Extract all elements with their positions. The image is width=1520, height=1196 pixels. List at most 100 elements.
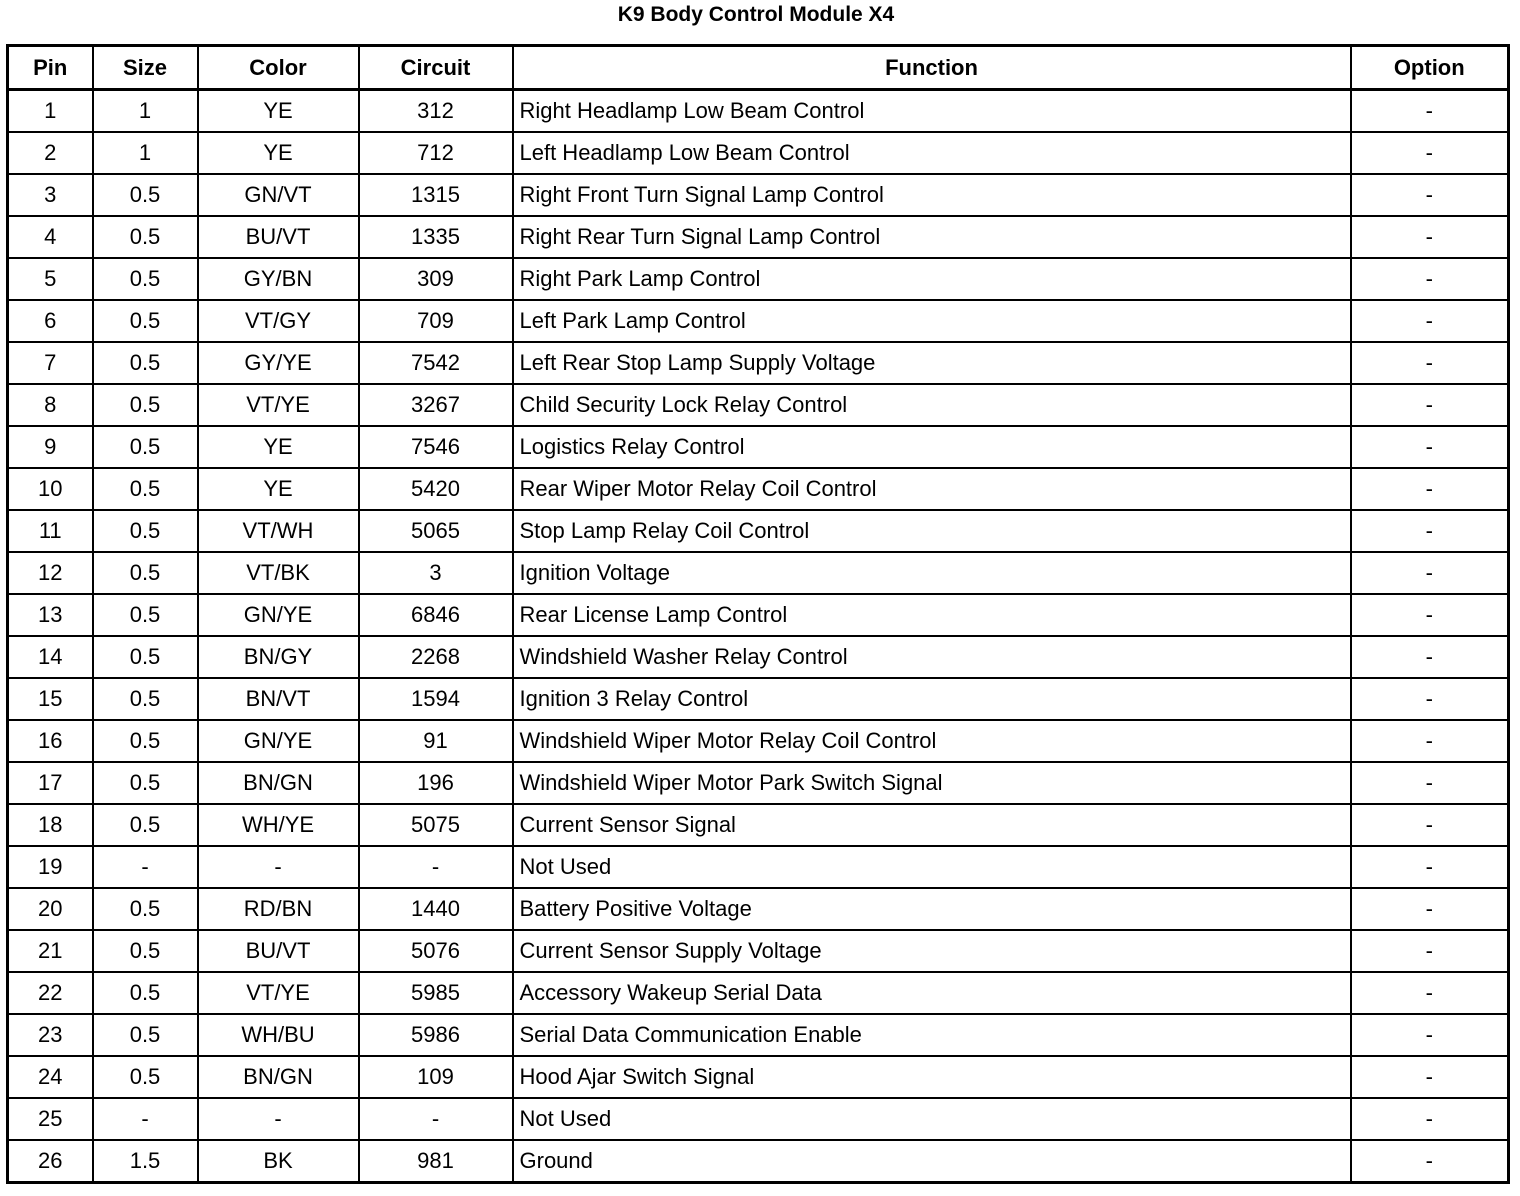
table-row: 13 0.5 GN/YE 6846 Rear License Lamp Control -	[6, 593, 1510, 637]
cell-function: Ignition 3 Relay Control	[511, 677, 1352, 721]
cell-circuit: 1440	[357, 887, 514, 931]
cell-color: BU/VT	[196, 929, 360, 973]
cell-pin: 4	[6, 215, 94, 259]
cell-size: 0.5	[91, 761, 199, 805]
cell-function: Left Park Lamp Control	[511, 299, 1352, 343]
cell-circuit: 2268	[357, 635, 514, 679]
cell-circuit: 5076	[357, 929, 514, 973]
table-row: 2 1 YE 712 Left Headlamp Low Beam Control -	[6, 131, 1510, 175]
cell-option: -	[1349, 593, 1510, 637]
header-color: Color	[196, 44, 360, 91]
cell-pin: 25	[6, 1097, 94, 1141]
cell-pin: 12	[6, 551, 94, 595]
cell-option: -	[1349, 383, 1510, 427]
cell-option: -	[1349, 173, 1510, 217]
cell-pin: 16	[6, 719, 94, 763]
cell-circuit: 5986	[357, 1013, 514, 1057]
cell-option: -	[1349, 761, 1510, 805]
cell-pin: 13	[6, 593, 94, 637]
cell-option: -	[1349, 88, 1510, 133]
cell-function: Serial Data Communication Enable	[511, 1013, 1352, 1057]
cell-circuit: 5985	[357, 971, 514, 1015]
cell-function: Accessory Wakeup Serial Data	[511, 971, 1352, 1015]
header-circuit: Circuit	[357, 44, 514, 91]
cell-color: YE	[196, 425, 360, 469]
cell-color: RD/BN	[196, 887, 360, 931]
cell-circuit: 5075	[357, 803, 514, 847]
cell-pin: 1	[6, 88, 94, 133]
cell-circuit: 5065	[357, 509, 514, 553]
table-row: 10 0.5 YE 5420 Rear Wiper Motor Relay Coil C…	[6, 467, 1510, 511]
cell-size: 0.5	[91, 383, 199, 427]
cell-size: 1	[91, 88, 199, 133]
cell-size: 0.5	[91, 929, 199, 973]
cell-size: 0.5	[91, 719, 199, 763]
table-row: 26 1.5 BK 981 Ground -	[6, 1139, 1510, 1184]
cell-function: Current Sensor Signal	[511, 803, 1352, 847]
table-row: 3 0.5 GN/VT 1315 Right Front Turn Signal Lam…	[6, 173, 1510, 217]
cell-size: 0.5	[91, 803, 199, 847]
cell-circuit: 1335	[357, 215, 514, 259]
cell-circuit: 981	[357, 1139, 514, 1184]
cell-circuit: -	[357, 1097, 514, 1141]
pinout-table: Pin Size Color Circuit Function Option 1…	[6, 44, 1510, 1184]
cell-color: BN/VT	[196, 677, 360, 721]
cell-function: Right Front Turn Signal Lamp Control	[511, 173, 1352, 217]
cell-pin: 9	[6, 425, 94, 469]
table-row: 14 0.5 BN/GY 2268 Windshield Washer Relay Co…	[6, 635, 1510, 679]
cell-circuit: 91	[357, 719, 514, 763]
cell-pin: 21	[6, 929, 94, 973]
cell-circuit: 712	[357, 131, 514, 175]
cell-option: -	[1349, 803, 1510, 847]
header-option: Option	[1349, 44, 1510, 91]
table-row: 6 0.5 VT/GY 709 Left Park Lamp Control -	[6, 299, 1510, 343]
cell-option: -	[1349, 257, 1510, 301]
cell-size: 0.5	[91, 635, 199, 679]
cell-circuit: 7546	[357, 425, 514, 469]
table-row: 4 0.5 BU/VT 1335 Right Rear Turn Signal Lamp…	[6, 215, 1510, 259]
cell-circuit: 309	[357, 257, 514, 301]
cell-color: YE	[196, 88, 360, 133]
cell-size: 1	[91, 131, 199, 175]
cell-size: 0.5	[91, 971, 199, 1015]
cell-size: 0.5	[91, 551, 199, 595]
cell-option: -	[1349, 131, 1510, 175]
cell-pin: 22	[6, 971, 94, 1015]
cell-function: Right Park Lamp Control	[511, 257, 1352, 301]
cell-circuit: 709	[357, 299, 514, 343]
cell-function: Ground	[511, 1139, 1352, 1184]
cell-option: -	[1349, 1097, 1510, 1141]
cell-circuit: 196	[357, 761, 514, 805]
table-row: 21 0.5 BU/VT 5076 Current Sensor Supply Volt…	[6, 929, 1510, 973]
table-row: 22 0.5 VT/YE 5985 Accessory Wakeup Serial Da…	[6, 971, 1510, 1015]
cell-pin: 7	[6, 341, 94, 385]
table-row: 15 0.5 BN/VT 1594 Ignition 3 Relay Control -	[6, 677, 1510, 721]
cell-function: Current Sensor Supply Voltage	[511, 929, 1352, 973]
table-row: 17 0.5 BN/GN 196 Windshield Wiper Motor Park…	[6, 761, 1510, 805]
table-row: 7 0.5 GY/YE 7542 Left Rear Stop Lamp Supply …	[6, 341, 1510, 385]
cell-function: Logistics Relay Control	[511, 425, 1352, 469]
cell-option: -	[1349, 971, 1510, 1015]
table-row: 12 0.5 VT/BK 3 Ignition Voltage -	[6, 551, 1510, 595]
table-row: 19- - - Not Used -	[6, 845, 1510, 889]
cell-color: GN/YE	[196, 719, 360, 763]
cell-option: -	[1349, 677, 1510, 721]
cell-circuit: 1594	[357, 677, 514, 721]
cell-option: -	[1349, 719, 1510, 763]
cell-option: -	[1349, 299, 1510, 343]
cell-color: WH/BU	[196, 1013, 360, 1057]
cell-function: Windshield Wiper Motor Relay Coil Contro…	[511, 719, 1352, 763]
table-row: 25- - - Not Used -	[6, 1097, 1510, 1141]
cell-size: 0.5	[91, 677, 199, 721]
cell-color: BN/GY	[196, 635, 360, 679]
cell-function: Rear License Lamp Control	[511, 593, 1352, 637]
cell-pin: 3	[6, 173, 94, 217]
cell-color: VT/BK	[196, 551, 360, 595]
cell-size: -	[91, 845, 199, 889]
cell-size: 1.5	[91, 1139, 199, 1184]
cell-size: 0.5	[91, 215, 199, 259]
cell-pin: 5	[6, 257, 94, 301]
cell-circuit: 3267	[357, 383, 514, 427]
header-size: Size	[91, 44, 199, 91]
document-title: K9 Body Control Module X4	[617, 3, 895, 26]
